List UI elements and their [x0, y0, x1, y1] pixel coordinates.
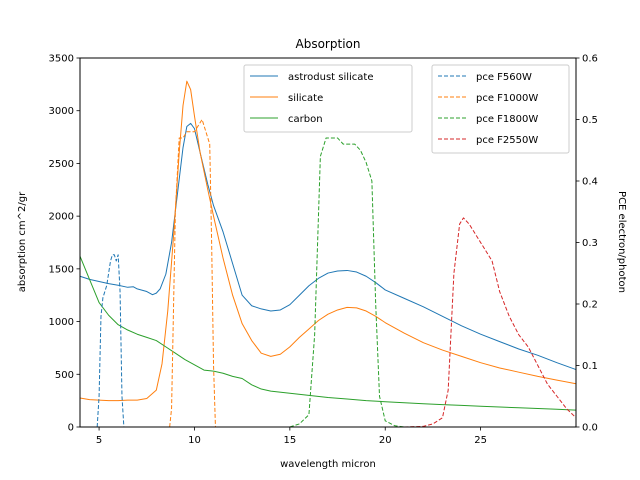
- legend-left-frame: [243, 64, 413, 133]
- legend-right-frame: [431, 64, 570, 154]
- y-right-tick-label: 0.6: [582, 54, 598, 65]
- legend-label-carbon: carbon: [288, 114, 323, 125]
- series-line-carbon: [79, 256, 577, 411]
- y-right-tick-label: 0.5: [582, 115, 598, 126]
- series-line-silicate: [79, 80, 577, 402]
- y-axis-left-label: absorption cm^2/gr: [17, 191, 28, 292]
- y-axis-right: 0.0 0.1 0.2 0.3 0.4 0.5 0.6: [576, 54, 598, 434]
- chart-title: Absorption: [296, 37, 361, 51]
- y-left-tick-label: 3000: [49, 106, 74, 117]
- legend-label-pce-f1000w: pce F1000W: [476, 93, 538, 104]
- y-right-tick-label: 0.2: [582, 300, 598, 311]
- y-left-tick-label: 2500: [49, 159, 74, 170]
- series-line-pce-f560w: [96, 254, 125, 428]
- legend-label-pce-f560w: pce F560W: [476, 72, 532, 83]
- series-line-pce-f1800w: [289, 137, 405, 428]
- y-left-tick-label: 1000: [49, 317, 74, 328]
- x-axis: 5 10 15 20 25: [96, 427, 487, 446]
- y-right-tick-label: 0.1: [582, 361, 598, 372]
- series-line-astrodust-silicate: [79, 122, 577, 371]
- series-layer: [79, 80, 577, 428]
- legend-label-pce-f1800w: pce F1800W: [476, 114, 538, 125]
- x-tick-label: 20: [379, 435, 392, 446]
- legend-label-pce-f2550w: pce F2550W: [476, 135, 538, 146]
- x-tick-label: 5: [96, 435, 102, 446]
- x-tick-label: 10: [188, 435, 201, 446]
- y-right-tick-label: 0.4: [582, 177, 598, 188]
- y-left-tick-label: 0: [68, 423, 74, 434]
- y-axis-right-label: PCE electron/photon: [616, 191, 627, 293]
- y-axis-left: 0 500 1000 1500 2000 2500 3000 3500: [49, 54, 80, 434]
- series-line-pce-f2550w: [404, 217, 577, 428]
- legend-label-silicate: silicate: [288, 93, 323, 104]
- x-tick-label: 25: [474, 435, 487, 446]
- x-tick-label: 15: [283, 435, 296, 446]
- y-right-tick-label: 0.0: [582, 423, 598, 434]
- legend-label-astrodust-silicate: astrodust silicate: [288, 72, 374, 83]
- legend-right: pce F560W pce F1000W pce F1800W pce F255…: [431, 64, 570, 154]
- x-axis-label: wavelength micron: [280, 459, 376, 470]
- y-left-tick-label: 2000: [49, 212, 74, 223]
- y-left-tick-label: 1500: [49, 264, 74, 275]
- series-line-pce-f1000w: [169, 119, 216, 428]
- y-left-tick-label: 3500: [49, 54, 74, 65]
- y-left-tick-label: 500: [55, 370, 74, 381]
- legend-left: astrodust silicate silicate carbon: [243, 64, 413, 133]
- y-right-tick-label: 0.3: [582, 238, 598, 249]
